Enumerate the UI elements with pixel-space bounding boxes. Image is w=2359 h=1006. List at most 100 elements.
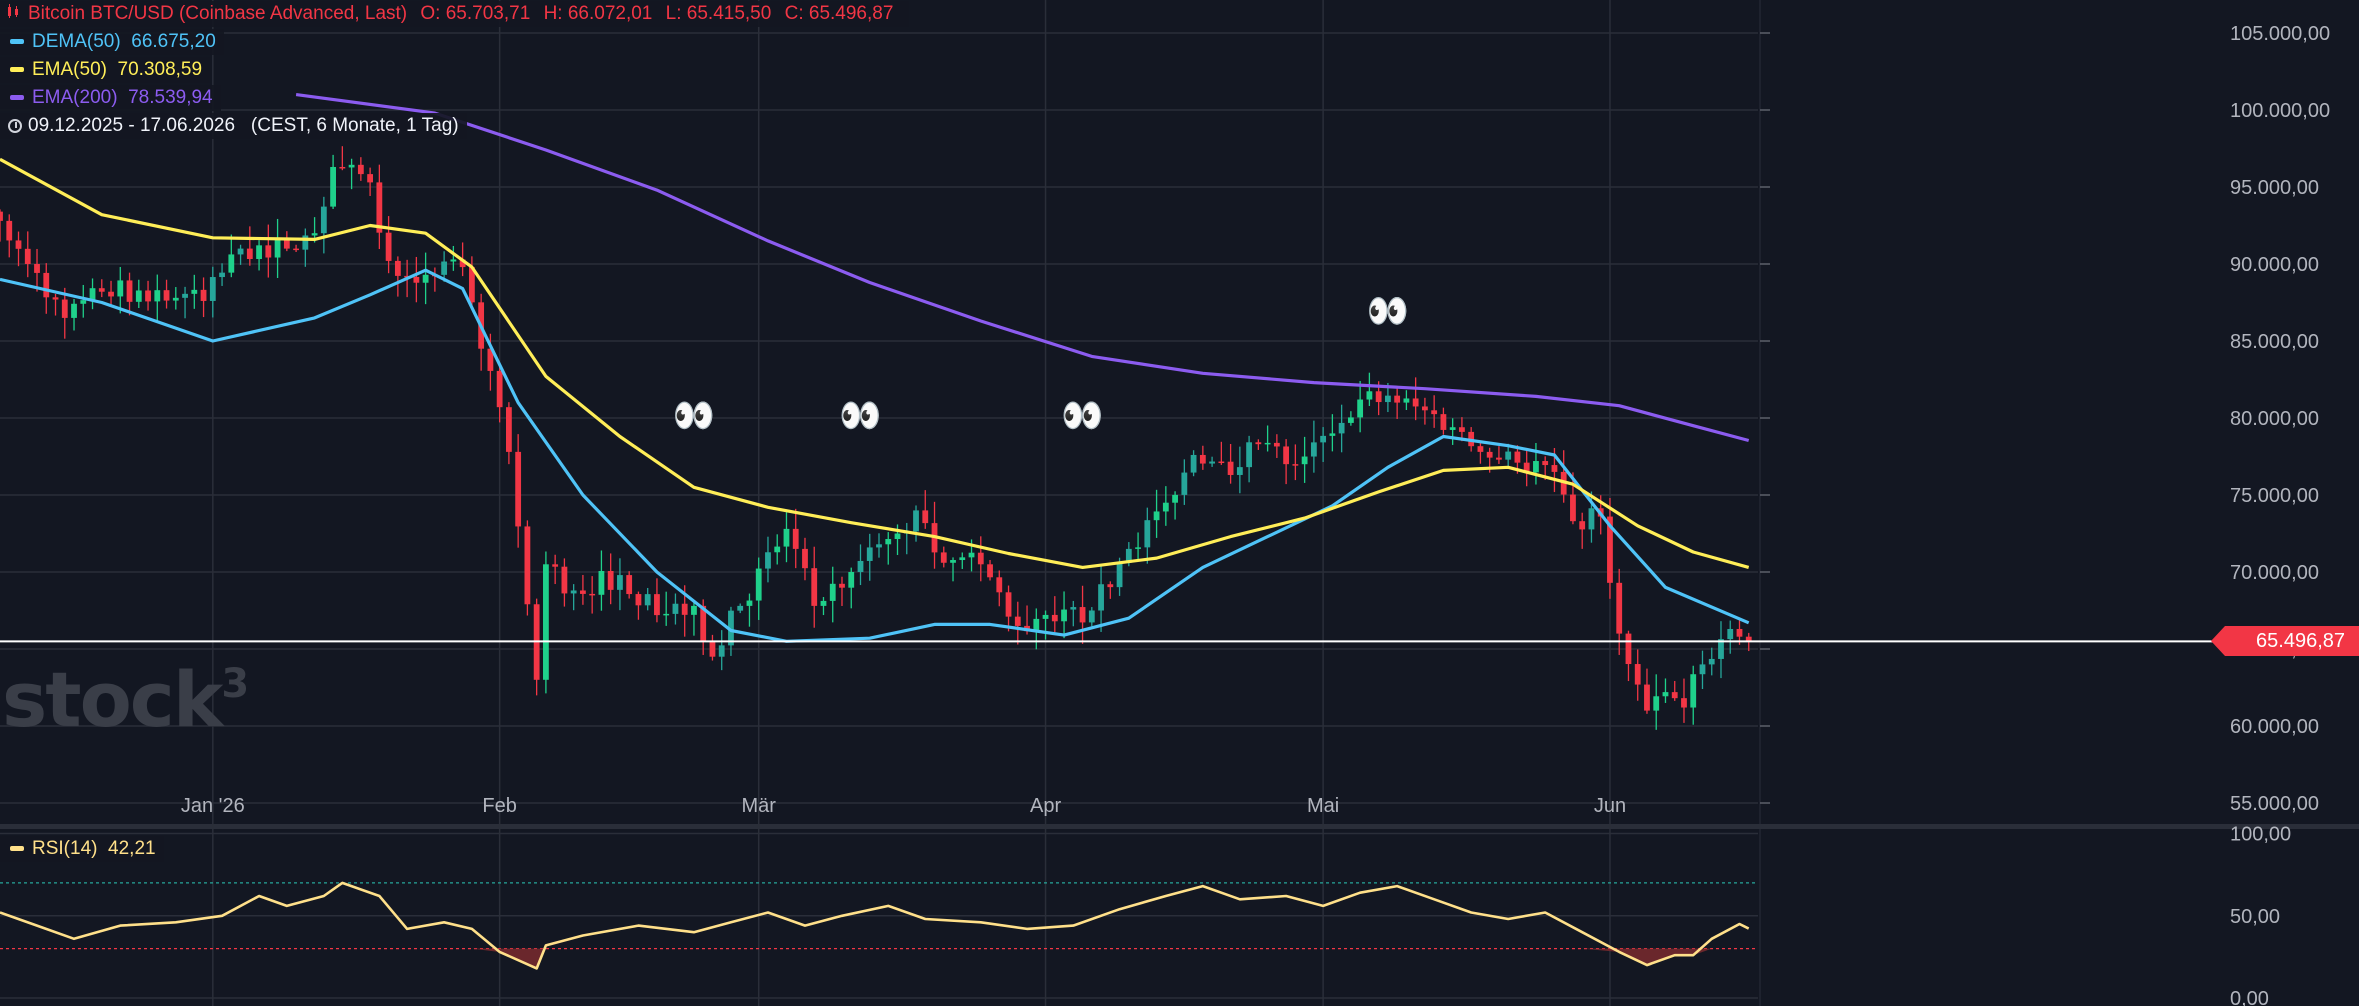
candle-body	[1125, 548, 1132, 563]
legend-ema200[interactable]: EMA(200) 78.539,94	[0, 85, 221, 111]
candle-body	[1005, 592, 1012, 617]
eyes-emoji-annotation: 👀	[1061, 396, 1103, 436]
candle-body	[1061, 609, 1067, 622]
candle-body	[1366, 391, 1373, 400]
candle-body	[1227, 461, 1234, 475]
candle-body	[422, 274, 429, 283]
rsi-value: 42,21	[108, 838, 156, 859]
ohlc-legend[interactable]: Bitcoin BTC/USD (Coinbase Advanced, Last…	[0, 1, 917, 27]
candle-body	[43, 272, 50, 298]
candle-body	[561, 566, 568, 594]
candle-body	[1181, 472, 1188, 495]
candle-body	[1570, 494, 1576, 522]
price-tick-label: 75.000,00	[2230, 485, 2319, 507]
candle-body	[617, 575, 623, 590]
candle-body	[1681, 698, 1687, 708]
ema200-swatch	[10, 95, 24, 101]
candle-body	[1255, 442, 1262, 445]
candle-body	[1440, 414, 1447, 430]
candle-body	[1542, 461, 1549, 466]
rsi-bands	[0, 882, 1758, 950]
candle-body	[1246, 442, 1253, 468]
candle-body	[348, 164, 355, 168]
candle-body	[996, 577, 1003, 593]
candle-body	[987, 564, 993, 578]
candle-body	[1033, 618, 1040, 632]
time-tick-label: Mai	[1307, 795, 1339, 817]
candle-body	[1098, 584, 1104, 611]
time-tick-label: Feb	[482, 795, 516, 817]
candle-body	[367, 174, 374, 183]
candle-body	[1153, 511, 1160, 521]
candle-body	[413, 276, 420, 283]
candle-body	[311, 233, 318, 236]
candle-body	[950, 560, 956, 563]
ema200-value: 78.539,94	[128, 87, 213, 108]
legend-ema50[interactable]: EMA(50) 70.308,59	[0, 57, 211, 83]
candle-body	[644, 594, 651, 606]
price-tick-label: 100.000,00	[2230, 100, 2330, 122]
candle-body	[357, 164, 364, 175]
dema-label: DEMA(50)	[32, 31, 121, 52]
axis-labels: 55.000,0060.000,0065.000,0070.000,0075.0…	[181, 23, 2330, 1006]
candle-body	[959, 557, 966, 561]
candle-body	[1144, 520, 1151, 548]
candle-body	[117, 280, 124, 297]
candle-body	[755, 568, 762, 601]
candle-body	[24, 248, 31, 264]
candle-body	[1634, 664, 1641, 685]
candle-body	[320, 206, 327, 234]
candle-body	[1431, 410, 1438, 415]
candle-body	[1375, 391, 1382, 403]
candle-body	[1505, 451, 1512, 460]
candle-body	[543, 564, 549, 680]
candle-body	[829, 583, 836, 601]
candle-body	[1310, 442, 1317, 457]
candle-body	[839, 583, 845, 588]
candle-body	[459, 259, 466, 268]
candle-body	[663, 613, 670, 616]
candle-body	[940, 552, 947, 563]
price-tick-label: 70.000,00	[2230, 562, 2319, 584]
high-value: H: 66.072,01	[543, 3, 653, 24]
candle-body	[191, 289, 198, 294]
rsi-legend[interactable]: RSI(14) 42,21	[0, 836, 164, 862]
candle-body	[672, 603, 679, 614]
price-tick-label: 95.000,00	[2230, 177, 2319, 199]
rsi-line-path	[0, 881, 1750, 970]
candle-body	[1551, 465, 1558, 472]
candle-body	[1384, 395, 1391, 403]
close-value: C: 65.496,87	[784, 3, 894, 24]
candle-body	[746, 600, 753, 606]
pane-separator	[0, 824, 2359, 829]
dema-value: 66.675,20	[131, 31, 216, 52]
candle-body	[1292, 464, 1299, 466]
candle-body	[589, 593, 596, 596]
candle-body	[681, 603, 688, 615]
candle-body	[1736, 628, 1743, 637]
candle-body	[394, 260, 401, 276]
candle-body	[1459, 427, 1465, 432]
open-value: O: 65.703,71	[420, 3, 531, 24]
candle-body	[885, 539, 892, 545]
low-value: L: 65.415,50	[665, 3, 772, 24]
legend-dema[interactable]: DEMA(50) 66.675,20	[0, 29, 224, 55]
candle-body	[894, 533, 901, 540]
symbol-title: Bitcoin BTC/USD (Coinbase Advanced, Last…	[28, 3, 408, 24]
candle-body	[80, 300, 87, 304]
candle-body	[552, 564, 559, 567]
candle-body	[219, 272, 225, 278]
candle-body	[450, 259, 457, 262]
candle-body	[302, 235, 309, 250]
candle-body	[246, 248, 253, 260]
candle-body	[265, 245, 272, 258]
price-tick-label: 60.000,00	[2230, 716, 2319, 738]
date-range-legend[interactable]: 09.12.2025 - 17.06.2026 (CEST, 6 Monate,…	[0, 113, 467, 139]
candle-body	[71, 303, 77, 318]
date-range: 09.12.2025 - 17.06.2026	[28, 115, 236, 136]
candle-body	[570, 590, 577, 594]
price-tick-label: 90.000,00	[2230, 254, 2319, 276]
candle-body	[15, 240, 22, 249]
candle-body	[802, 548, 808, 569]
